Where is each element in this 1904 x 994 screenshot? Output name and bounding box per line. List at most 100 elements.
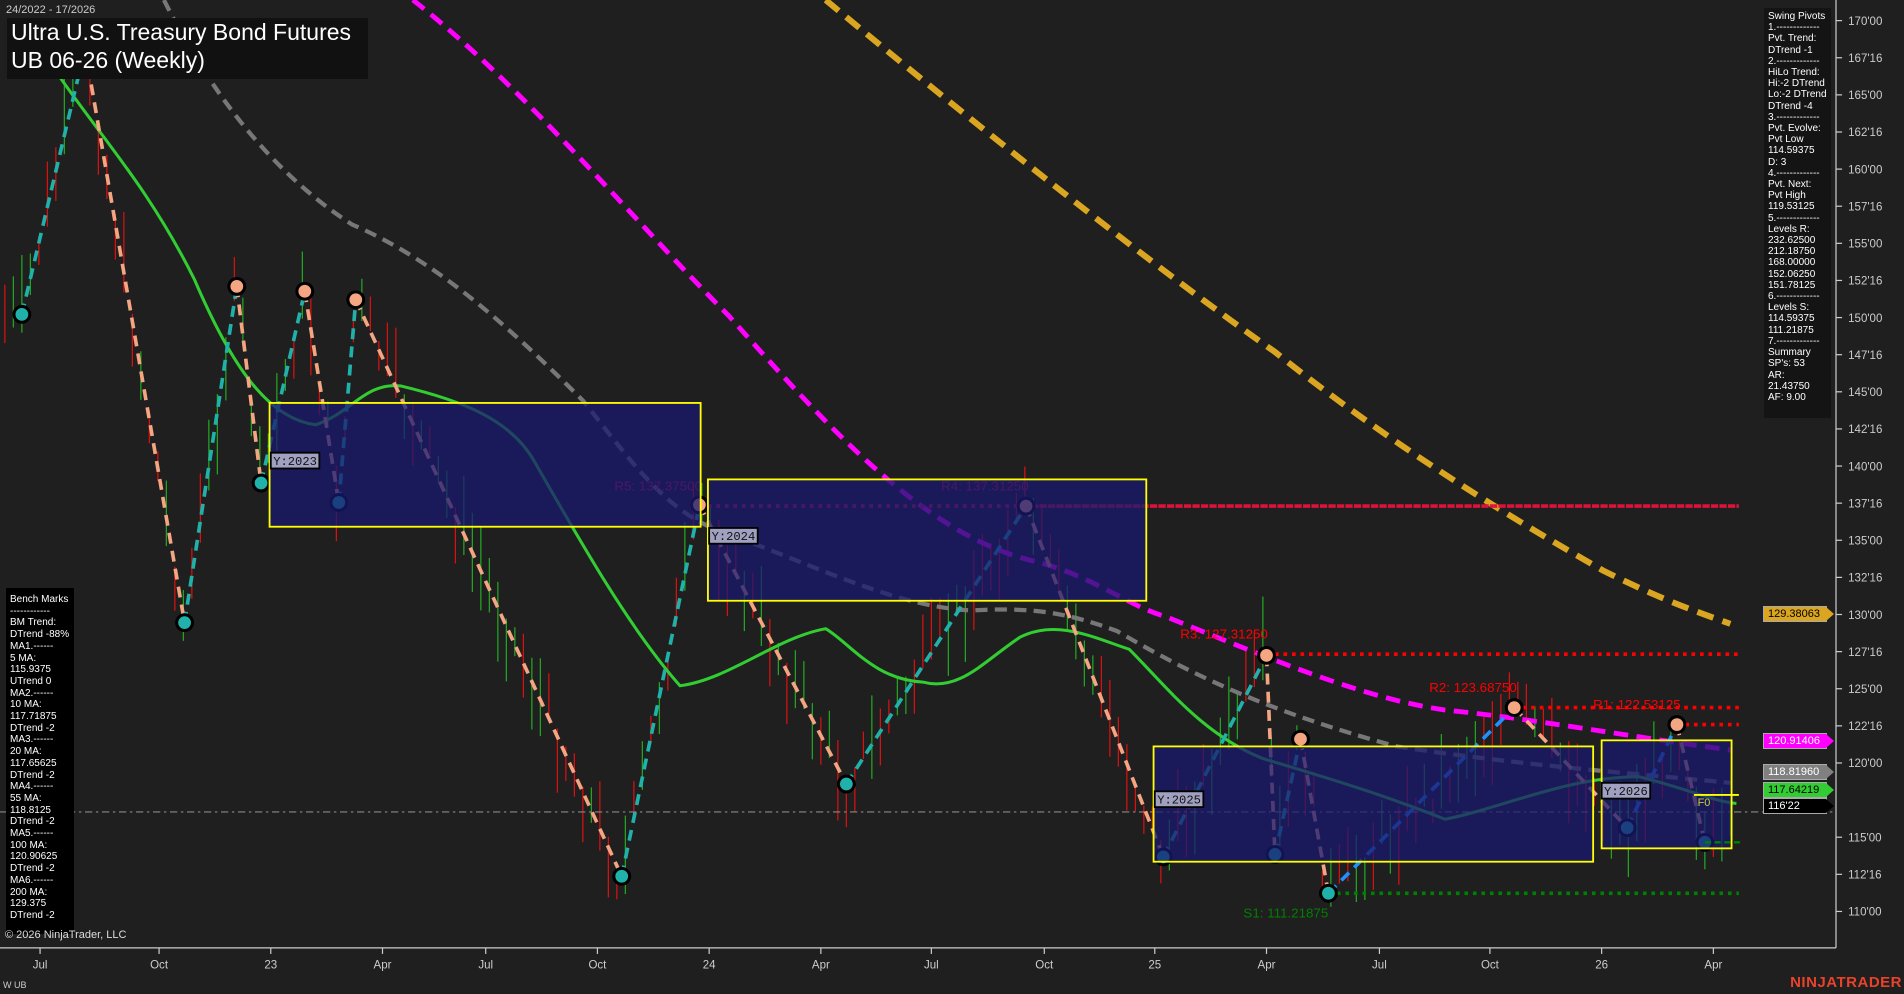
bench-marks-line: 200 MA: <box>10 886 48 898</box>
price-axis: 170'00 167'16 165'00 162'16 160'00 157'16 155'… <box>1835 16 1882 919</box>
swing-high-marker <box>1667 715 1687 734</box>
swing-high-marker <box>1257 645 1276 665</box>
bench-marks-line: MA3.------ <box>10 734 54 746</box>
price-tag: 116'22 <box>1763 798 1834 814</box>
year-box <box>707 478 1148 602</box>
bench-marks-line: 20 MA: <box>10 746 42 758</box>
swing-high-marker <box>295 281 315 301</box>
swing-low-marker <box>612 866 632 886</box>
swing-high-marker <box>346 290 366 310</box>
bench-marks-line: DTrend -2 <box>10 769 55 781</box>
time-axis: Jul Oct 23 Apr Jul Oct 24 Apr Jul Oct 25 Apr Jul Oct 2… <box>33 947 1722 972</box>
swing-pivots-line: AR: 21.43750 <box>1768 369 1810 392</box>
time-tick-label: 25 <box>1148 960 1161 972</box>
price-tick-label: 147'16 <box>1848 350 1882 362</box>
swing-pivots-line: 5.------------- <box>1768 212 1820 224</box>
time-tick-label: Oct <box>1481 960 1500 972</box>
swing-pivots-line: Levels S: <box>1768 302 1810 314</box>
swing-low-marker <box>12 304 32 324</box>
year-box <box>1152 745 1595 863</box>
swing-pivots-line: Swing Pivots <box>1768 11 1826 22</box>
swing-pivots-line: 114.59375 <box>1768 145 1815 157</box>
bench-marks-line: 115.9375 <box>10 664 51 676</box>
swing-leg <box>182 286 239 623</box>
swing-pivots-line: 7.------------- <box>1768 335 1820 347</box>
level-label: S1: 111.21875 <box>1243 906 1328 921</box>
chart-title-box: Ultra U.S. Treasury Bond Futures UB 06-2… <box>7 18 368 79</box>
swing-pivots-line: Levels R: <box>1768 223 1810 235</box>
price-tick-label: 142'16 <box>1848 424 1882 436</box>
price-tag: 120.91406 <box>1763 733 1834 749</box>
bench-marks-line: 10 MA: <box>10 699 42 711</box>
bench-marks-line: MA1.------ <box>10 640 54 652</box>
price-tick-label: 145'00 <box>1848 387 1882 399</box>
instrument-label: W UB <box>3 980 27 990</box>
price-tick-label: 140'00 <box>1848 461 1882 473</box>
level-label: R1: 122.53125 <box>1593 697 1681 712</box>
fib-f0-label: F0 <box>1698 797 1711 809</box>
swing-high-marker <box>227 277 247 296</box>
price-tick-label: 110'00 <box>1848 907 1881 919</box>
price-tick-label: 130'00 <box>1848 610 1882 622</box>
bench-marks-line: Bench Marks <box>10 594 69 605</box>
price-tick-label: 155'00 <box>1848 239 1882 251</box>
bench-marks-line: UTrend 0 <box>10 675 52 687</box>
swing-pivots-line: Pvt. Next: <box>1768 179 1812 191</box>
year-label: Y:2023 <box>273 455 317 469</box>
swing-pivots-line: 232.62500 <box>1768 235 1816 247</box>
swing-leg <box>83 48 187 623</box>
bench-marks-line: 5 MA: <box>10 652 37 664</box>
swing-pivots-line: Pvt. Evolve: <box>1768 123 1821 135</box>
swing-pivots-panel: Swing Pivots 1.------------- Pvt. Trend: DT… <box>1764 8 1831 418</box>
year-label: Y:2026 <box>1604 785 1648 799</box>
time-tick-label: Jul <box>924 960 939 972</box>
price-tag: 129.38063 <box>1763 606 1834 622</box>
swing-pivots-line: Pvt Low <box>1768 134 1804 146</box>
year-boxes: Y:2023 Y:2024 Y:2025 Y:2026 <box>268 402 1733 863</box>
time-tick-label: Apr <box>1704 960 1722 972</box>
swing-pivots-line: Lo:-2 DTrend <box>1768 89 1827 101</box>
price-tick-label: 120'00 <box>1848 758 1882 770</box>
swing-pivots-line: SP's: 53 <box>1768 358 1805 370</box>
year-label-bg <box>269 451 321 470</box>
swing-pivots-line: Pvt. Trend: <box>1768 33 1817 45</box>
time-tick-label: Oct <box>1035 960 1054 972</box>
swing-pivots-line: 6.------------- <box>1768 291 1820 303</box>
price-tick-label: 137'16 <box>1848 498 1882 510</box>
price-tag: 117.64219 <box>1763 782 1834 798</box>
bench-marks-line: 117.65625 <box>10 757 57 769</box>
price-tick-label: 162'16 <box>1848 127 1882 139</box>
price-tick-label: 150'00 <box>1848 313 1882 325</box>
bench-marks-line: MA2.------ <box>10 687 54 699</box>
bench-marks-line: 120.90625 <box>10 851 58 863</box>
price-tick-label: 160'00 <box>1848 164 1882 176</box>
time-tick-label: Jul <box>33 960 48 972</box>
swing-high-marker <box>1291 729 1310 749</box>
swing-leg <box>20 48 87 315</box>
swing-pivots-line: DTrend -4 <box>1768 100 1813 112</box>
time-tick-label: Jul <box>1372 960 1387 972</box>
time-tick-label: 24 <box>703 960 716 972</box>
date-range: 24/2022 - 17/2026 <box>6 4 96 16</box>
time-tick-label: Oct <box>150 960 169 972</box>
price-tick-label: 122'16 <box>1848 721 1882 733</box>
price-tick-label: 135'00 <box>1848 536 1882 548</box>
time-tick-label: Apr <box>812 960 830 972</box>
swing-pivots-line: D: 3 <box>1768 156 1787 168</box>
chart-subtitle: UB 06-26 (Weekly) <box>11 47 205 73</box>
swing-low-marker <box>1319 883 1338 903</box>
copyright: © 2026 NinjaTrader, LLC <box>5 929 127 941</box>
swing-pivots-line: 212.18750 <box>1768 246 1816 258</box>
level-label: R3: 127.31250 <box>1180 626 1268 641</box>
bench-marks-line: DTrend -2 <box>10 816 55 828</box>
swing-high-marker <box>1504 698 1524 717</box>
bench-marks-line: 55 MA: <box>10 792 42 804</box>
price-tick-label: 112'16 <box>1848 870 1881 882</box>
chart-title: Ultra U.S. Treasury Bond Futures <box>11 19 352 45</box>
bench-marks-line: 100 MA: <box>10 839 48 851</box>
time-tick-label: Apr <box>374 960 392 972</box>
swing-pivots-line: 3.------------- <box>1768 111 1820 123</box>
bench-marks-line: DTrend -2 <box>10 863 55 875</box>
year-box <box>268 402 702 528</box>
